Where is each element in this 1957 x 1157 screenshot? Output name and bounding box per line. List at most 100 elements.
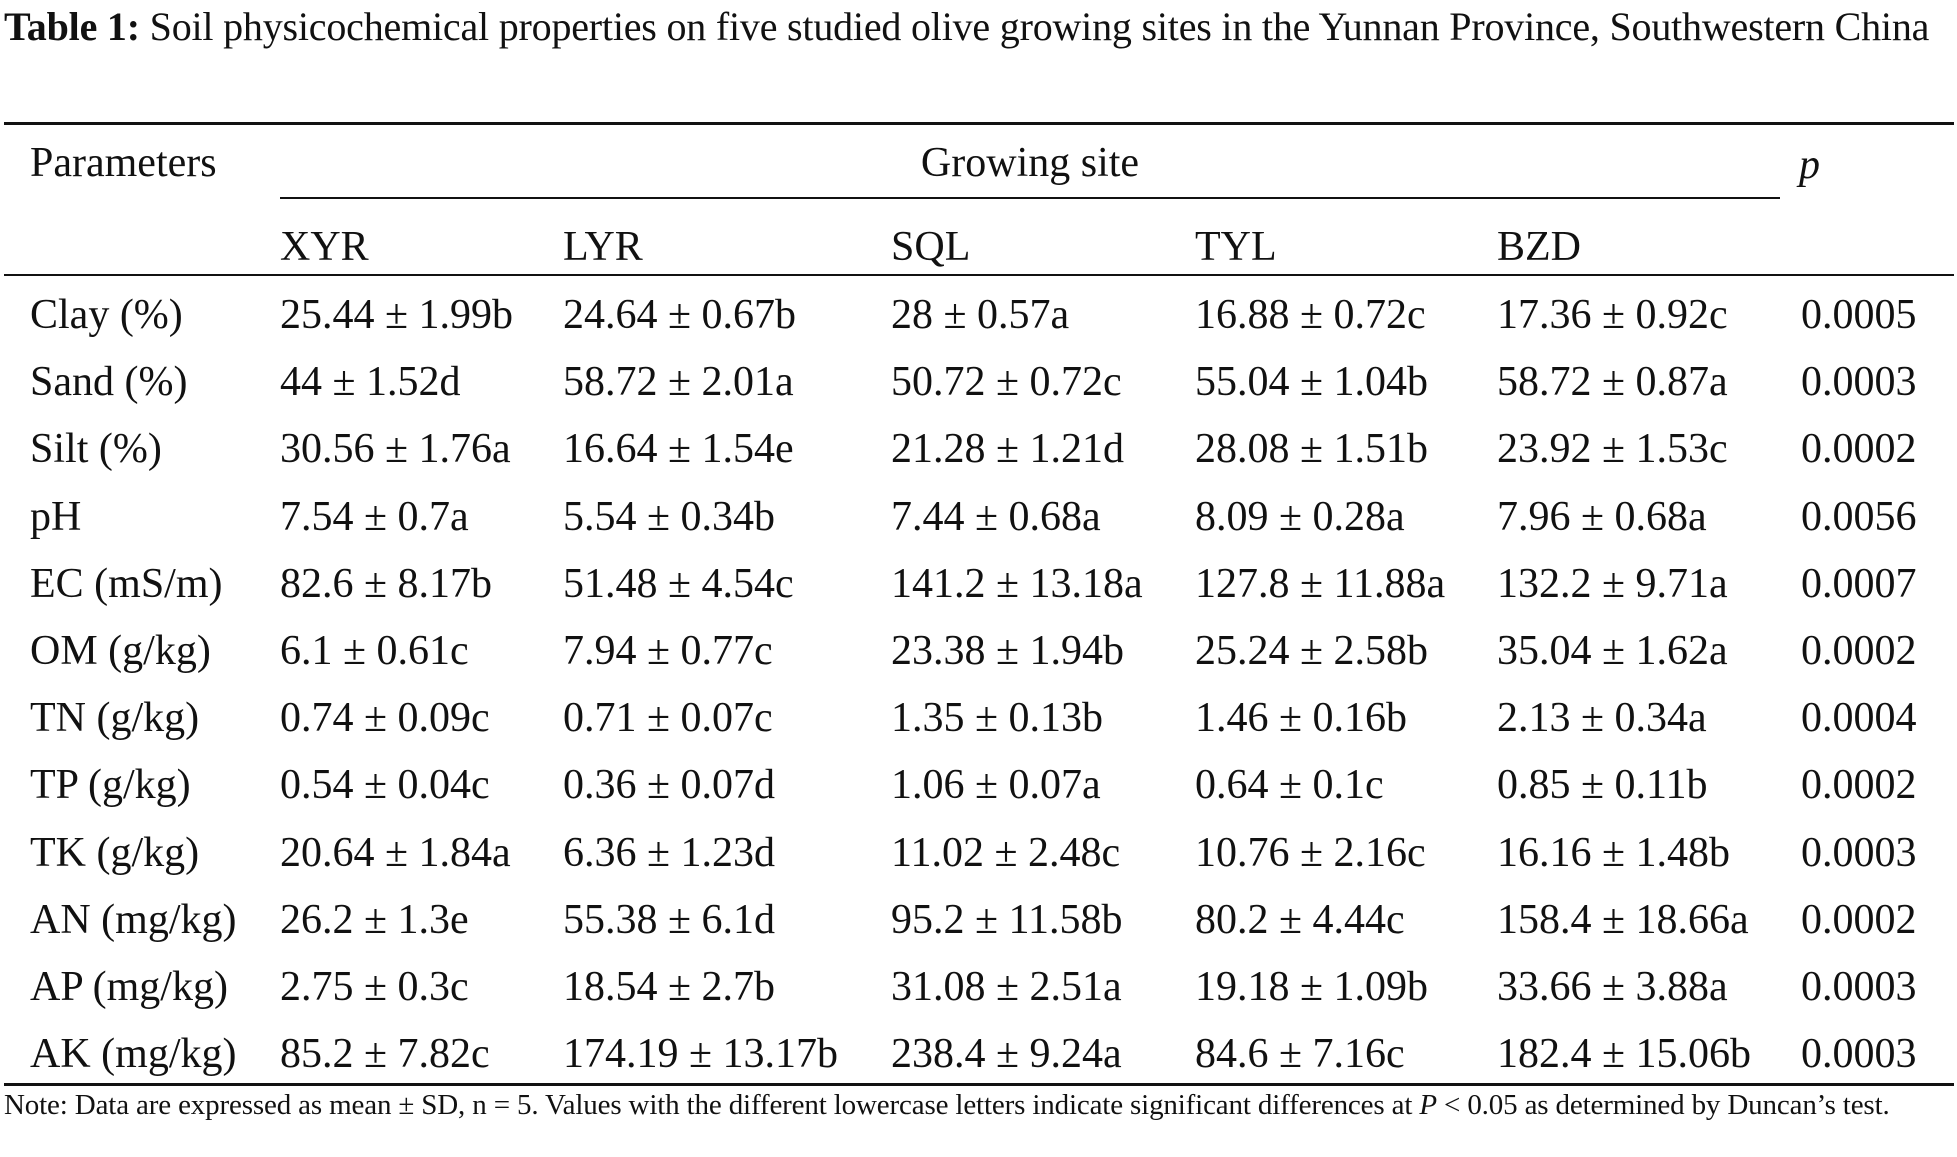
- value-cell-sql: 50.72 ± 0.72c: [891, 359, 1122, 405]
- value-cell-lyr: 55.38 ± 6.1d: [563, 897, 776, 943]
- value-cell-sql: 7.44 ± 0.68a: [891, 494, 1101, 540]
- value-cell-lyr: 174.19 ± 13.17b: [563, 1031, 839, 1077]
- parameter-cell: pH: [30, 494, 82, 540]
- note-p-symbol: P: [1419, 1089, 1437, 1121]
- value-cell-lyr: 16.64 ± 1.54e: [563, 426, 794, 472]
- parameters-header: Parameters: [30, 140, 217, 186]
- parameter-cell: AN (mg/kg): [30, 897, 237, 943]
- value-cell-lyr: 0.71 ± 0.07c: [563, 695, 773, 741]
- value-cell-sql: 21.28 ± 1.21d: [891, 426, 1125, 472]
- parameter-cell: Silt (%): [30, 426, 162, 472]
- bottom-rule: [4, 1083, 1954, 1086]
- site-header-bzd: BZD: [1497, 224, 1581, 270]
- value-cell-tyl: 0.64 ± 0.1c: [1195, 762, 1384, 808]
- value-cell-bzd: 182.4 ± 15.06b: [1497, 1031, 1752, 1077]
- value-cell-xyr: 20.64 ± 1.84a: [280, 830, 511, 876]
- parameter-cell: AP (mg/kg): [30, 964, 228, 1010]
- value-cell-tyl: 25.24 ± 2.58b: [1195, 628, 1429, 674]
- group-header-rule: [280, 197, 1780, 199]
- value-cell-sql: 28 ± 0.57a: [891, 292, 1070, 338]
- value-cell-xyr: 0.54 ± 0.04c: [280, 762, 490, 808]
- value-cell-bzd: 2.13 ± 0.34a: [1497, 695, 1707, 741]
- value-cell-tyl: 8.09 ± 0.28a: [1195, 494, 1405, 540]
- value-cell-lyr: 24.64 ± 0.67b: [563, 292, 797, 338]
- site-header-tyl: TYL: [1195, 224, 1277, 270]
- value-cell-sql: 23.38 ± 1.94b: [891, 628, 1125, 674]
- value-cell-bzd: 33.66 ± 3.88a: [1497, 964, 1728, 1010]
- p-value-cell: 0.0004: [1801, 695, 1917, 741]
- value-cell-bzd: 58.72 ± 0.87a: [1497, 359, 1728, 405]
- p-value-cell: 0.0005: [1801, 292, 1917, 338]
- site-header-sql: SQL: [891, 224, 971, 270]
- value-cell-bzd: 17.36 ± 0.92c: [1497, 292, 1728, 338]
- value-cell-lyr: 0.36 ± 0.07d: [563, 762, 776, 808]
- value-cell-tyl: 19.18 ± 1.09b: [1195, 964, 1429, 1010]
- note-text-start: Note: Data are expressed as mean ± SD, n…: [4, 1089, 1420, 1121]
- parameter-cell: OM (g/kg): [30, 628, 211, 674]
- value-cell-sql: 95.2 ± 11.58b: [891, 897, 1123, 943]
- value-cell-sql: 1.06 ± 0.07a: [891, 762, 1101, 808]
- value-cell-tyl: 127.8 ± 11.88a: [1195, 561, 1446, 607]
- value-cell-sql: 11.02 ± 2.48c: [891, 830, 1121, 876]
- value-cell-xyr: 0.74 ± 0.09c: [280, 695, 490, 741]
- top-rule: [4, 122, 1954, 125]
- parameter-cell: Clay (%): [30, 292, 183, 338]
- p-value-cell: 0.0007: [1801, 561, 1917, 607]
- value-cell-bzd: 0.85 ± 0.11b: [1497, 762, 1708, 808]
- value-cell-lyr: 58.72 ± 2.01a: [563, 359, 794, 405]
- parameter-cell: EC (mS/m): [30, 561, 223, 607]
- value-cell-xyr: 44 ± 1.52d: [280, 359, 461, 405]
- parameter-cell: TP (g/kg): [30, 762, 191, 808]
- value-cell-lyr: 18.54 ± 2.7b: [563, 964, 776, 1010]
- value-cell-lyr: 7.94 ± 0.77c: [563, 628, 773, 674]
- value-cell-tyl: 55.04 ± 1.04b: [1195, 359, 1429, 405]
- value-cell-xyr: 25.44 ± 1.99b: [280, 292, 514, 338]
- value-cell-sql: 1.35 ± 0.13b: [891, 695, 1104, 741]
- value-cell-bzd: 132.2 ± 9.71a: [1497, 561, 1728, 607]
- growing-site-header: Growing site: [920, 140, 1140, 186]
- value-cell-tyl: 84.6 ± 7.16c: [1195, 1031, 1405, 1077]
- caption-label: Table 1:: [4, 4, 140, 49]
- value-cell-xyr: 6.1 ± 0.61c: [280, 628, 469, 674]
- p-value-cell: 0.0002: [1801, 426, 1917, 472]
- value-cell-sql: 141.2 ± 13.18a: [891, 561, 1143, 607]
- p-value-cell: 0.0003: [1801, 1031, 1917, 1077]
- site-header-xyr: XYR: [280, 224, 369, 270]
- parameter-cell: TN (g/kg): [30, 695, 200, 741]
- value-cell-bzd: 7.96 ± 0.68a: [1497, 494, 1707, 540]
- parameter-cell: AK (mg/kg): [30, 1031, 237, 1077]
- table-note: Note: Data are expressed as mean ± SD, n…: [4, 1088, 1954, 1122]
- p-value-cell: 0.0002: [1801, 762, 1917, 808]
- value-cell-xyr: 2.75 ± 0.3c: [280, 964, 469, 1010]
- value-cell-xyr: 30.56 ± 1.76a: [280, 426, 511, 472]
- value-cell-bzd: 158.4 ± 18.66a: [1497, 897, 1749, 943]
- value-cell-bzd: 23.92 ± 1.53c: [1497, 426, 1728, 472]
- value-cell-sql: 31.08 ± 2.51a: [891, 964, 1122, 1010]
- note-text-end: < 0.05 as determined by Duncan’s test.: [1436, 1089, 1890, 1121]
- header-bottom-rule: [4, 274, 1954, 276]
- value-cell-tyl: 10.76 ± 2.16c: [1195, 830, 1426, 876]
- p-value-cell: 0.0003: [1801, 964, 1917, 1010]
- p-value-cell: 0.0003: [1801, 830, 1917, 876]
- value-cell-bzd: 16.16 ± 1.48b: [1497, 830, 1731, 876]
- value-cell-tyl: 28.08 ± 1.51b: [1195, 426, 1429, 472]
- parameter-cell: Sand (%): [30, 359, 188, 405]
- p-value-cell: 0.0003: [1801, 359, 1917, 405]
- p-value-cell: 0.0056: [1801, 494, 1917, 540]
- value-cell-lyr: 51.48 ± 4.54c: [563, 561, 794, 607]
- value-cell-tyl: 80.2 ± 4.44c: [1195, 897, 1405, 943]
- table-caption: Table 1: Soil physicochemical properties…: [4, 0, 1952, 54]
- value-cell-sql: 238.4 ± 9.24a: [891, 1031, 1122, 1077]
- p-value-cell: 0.0002: [1801, 897, 1917, 943]
- p-value-header: p: [1799, 142, 1820, 188]
- value-cell-tyl: 16.88 ± 0.72c: [1195, 292, 1426, 338]
- value-cell-bzd: 35.04 ± 1.62a: [1497, 628, 1728, 674]
- p-value-cell: 0.0002: [1801, 628, 1917, 674]
- value-cell-tyl: 1.46 ± 0.16b: [1195, 695, 1408, 741]
- parameter-cell: TK (g/kg): [30, 830, 200, 876]
- value-cell-xyr: 7.54 ± 0.7a: [280, 494, 469, 540]
- value-cell-xyr: 26.2 ± 1.3e: [280, 897, 469, 943]
- value-cell-xyr: 82.6 ± 8.17b: [280, 561, 493, 607]
- value-cell-xyr: 85.2 ± 7.82c: [280, 1031, 490, 1077]
- caption-text: Soil physicochemical properties on five …: [149, 4, 1930, 49]
